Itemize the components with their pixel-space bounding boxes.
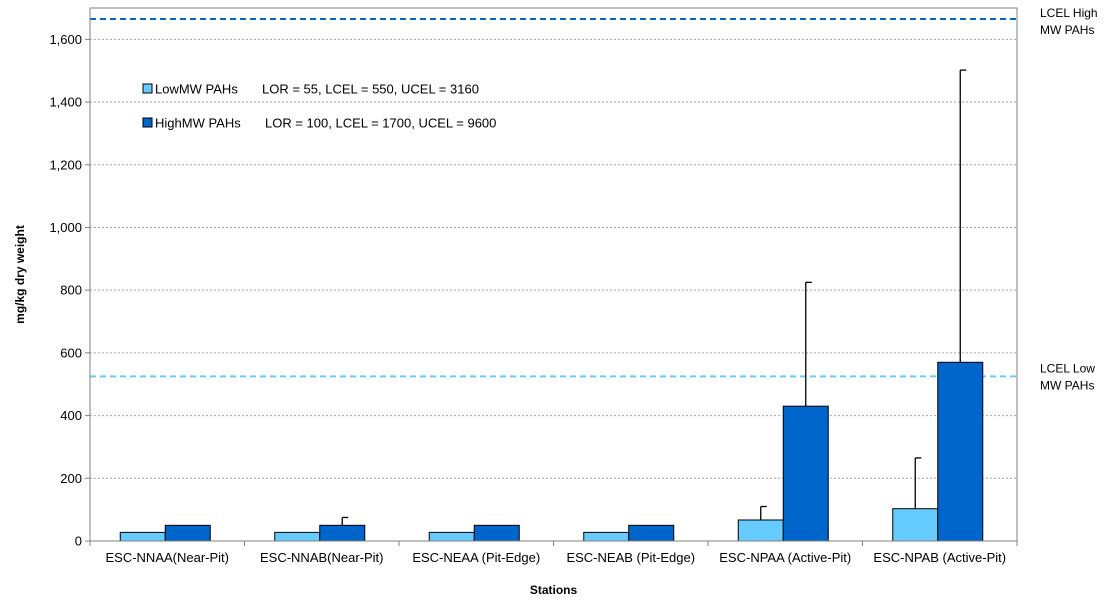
- legend-note: LOR = 55, LCEL = 550, UCEL = 3160: [262, 82, 479, 97]
- legend-label: HighMW PAHs: [155, 116, 241, 131]
- y-axis-title: mg/kg dry weight: [13, 225, 27, 324]
- y-tick-label: 1,200: [49, 157, 82, 172]
- bar: [119, 531, 166, 542]
- legend-note: LOR = 100, LCEL = 1700, UCEL = 9600: [265, 116, 496, 131]
- legend-swatch: [142, 117, 153, 128]
- reference-line-label: LCEL High MW PAHs: [1040, 6, 1098, 37]
- bar: [737, 519, 784, 542]
- x-axis-title: Stations: [530, 583, 578, 597]
- x-tick-label: ESC-NNAA(Near-Pit): [105, 550, 229, 565]
- y-tick-label: 1,400: [49, 95, 82, 110]
- gridlines: [90, 38, 1017, 479]
- y-tick-label: 400: [60, 408, 82, 423]
- x-tick-label: ESC-NEAB (Pit-Edge): [566, 550, 695, 565]
- y-tick-label: 1,000: [49, 220, 82, 235]
- y-tick-label: 800: [60, 283, 82, 298]
- legend: LowMW PAHs LOR = 55, LCEL = 550, UCEL = 3…: [142, 82, 496, 131]
- x-tick-label: ESC-NPAA (Active-Pit): [719, 550, 851, 565]
- bar: [937, 361, 984, 542]
- legend-swatch: [142, 83, 153, 94]
- bar: [473, 524, 520, 542]
- bar: [319, 524, 366, 542]
- bar: [164, 524, 211, 542]
- bar: [274, 531, 321, 542]
- y-tick-label: 600: [60, 345, 82, 360]
- bar: [628, 524, 675, 542]
- reference-line-label: LCEL Low MW PAHs: [1040, 361, 1095, 392]
- y-axis-ticks: 0 200 400 600 800 1,000 1,200 1,400 1,600: [49, 32, 90, 549]
- bars: [119, 361, 984, 542]
- bar: [428, 531, 475, 542]
- error-bars: [341, 69, 967, 526]
- y-tick-label: 1,600: [49, 32, 82, 47]
- bar: [892, 508, 939, 542]
- x-axis-ticks: ESC-NNAA(Near-Pit) ESC-NNAB(Near-Pit) ESC-…: [89, 541, 1018, 565]
- bar: [782, 405, 829, 542]
- x-tick-label: ESC-NNAB(Near-Pit): [260, 550, 384, 565]
- y-tick-label: 0: [75, 534, 82, 549]
- y-tick-label: 200: [60, 471, 82, 486]
- x-tick-label: ESC-NPAB (Active-Pit): [873, 550, 1006, 565]
- bar: [583, 531, 630, 542]
- legend-label: LowMW PAHs: [155, 82, 238, 97]
- x-tick-label: ESC-NEAA (Pit-Edge): [412, 550, 540, 565]
- reference-lines: LCEL High MW PAHs LCEL Low MW PAHs: [90, 6, 1098, 392]
